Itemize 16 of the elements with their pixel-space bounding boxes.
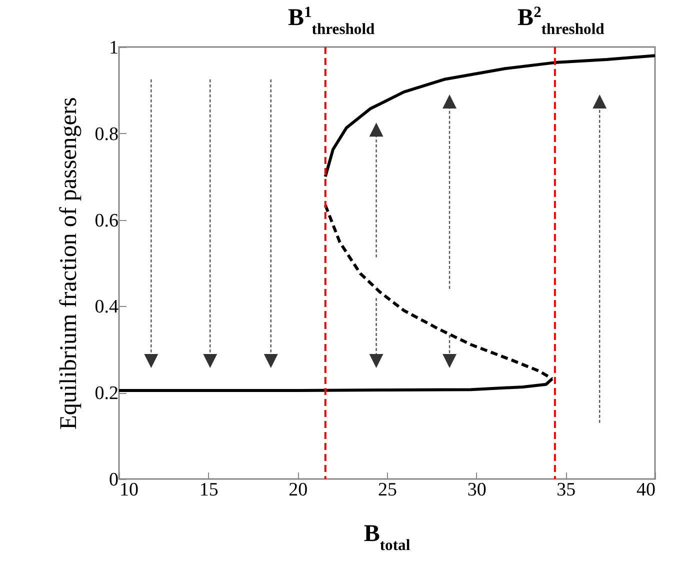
x-tick-label: 30 [467, 480, 486, 500]
y-tick-label: 0.6 [94, 210, 118, 232]
y-axis-title: Equilibrium fraction of passengers [56, 97, 82, 430]
y-tick-label: 0.8 [94, 124, 118, 145]
x-axis-title: B$_{total}$ [364, 521, 411, 554]
x-tick-label: 20 [288, 480, 308, 500]
y-tick-label: 0.2 [94, 383, 118, 404]
x-tick-label: 10 [120, 480, 138, 500]
y-tick-label: 0 [109, 470, 118, 490]
x-tick-label: 25 [378, 480, 397, 500]
y-tick-label: 1 [109, 38, 118, 58]
x-tick-label: 15 [199, 480, 218, 500]
y-tick-label: 0.4 [94, 296, 119, 318]
x-tick-label: 40 [636, 480, 656, 500]
line-series [324, 54, 656, 178]
x-tick-label: 35 [556, 480, 576, 500]
